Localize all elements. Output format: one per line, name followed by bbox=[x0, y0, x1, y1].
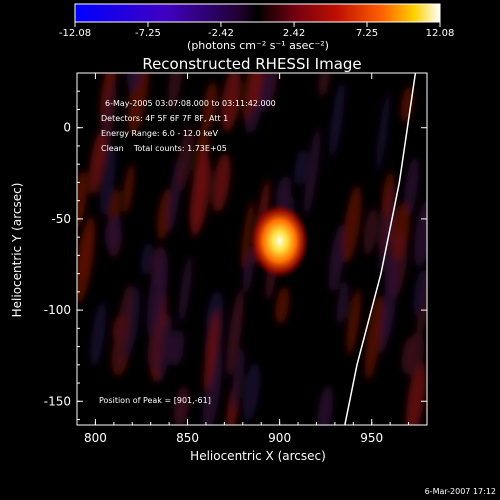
colorbar-tick-label: -2.42 bbox=[208, 28, 234, 39]
sidelobe-blob bbox=[105, 214, 122, 251]
sidelobe-blob bbox=[177, 125, 194, 192]
sidelobe-blob bbox=[231, 347, 245, 409]
sidelobe-blob bbox=[318, 73, 331, 98]
x-axis-ticks: 800 850 900 950 bbox=[84, 73, 410, 445]
x-tick-label: 800 bbox=[84, 431, 107, 445]
sidelobe-blob bbox=[243, 247, 255, 294]
colorbar-tick-label: 2.42 bbox=[283, 28, 305, 39]
sidelobe-blob bbox=[416, 268, 427, 341]
y-axis-label: Heliocentric Y (arcsec) bbox=[10, 183, 24, 318]
x-tick-label: 950 bbox=[360, 431, 383, 445]
sidelobe-blob bbox=[90, 301, 106, 367]
colorbar-tick-label: 7.25 bbox=[356, 28, 378, 39]
sidelobe-blob bbox=[122, 163, 135, 215]
sidelobe-blob bbox=[241, 200, 254, 269]
sidelobe-blob bbox=[243, 362, 261, 422]
sidelobe-blob bbox=[114, 283, 134, 373]
colorbar-tick-label: -7.25 bbox=[135, 28, 161, 39]
sidelobe-blob bbox=[221, 73, 241, 132]
sidelobe-blob bbox=[414, 200, 427, 267]
sidelobe-blob bbox=[328, 224, 346, 293]
sidelobe-blob bbox=[147, 250, 168, 339]
sidelobe-blob bbox=[203, 311, 219, 391]
y-tick-label: -100 bbox=[44, 303, 71, 317]
annotation-detectors: Detectors: 4F 5F 6F 7F 8F, Att 1 bbox=[101, 114, 228, 123]
sidelobe-blob bbox=[413, 269, 426, 316]
solar-limb bbox=[344, 73, 417, 425]
colorbar-ticks: -12.08 -7.25 -2.42 2.42 7.25 12.08 bbox=[59, 22, 454, 39]
sidelobe-blob bbox=[100, 73, 113, 122]
plot-area: 800 850 900 950 0 -50 -100 -150 6-May-2005 03:… bbox=[44, 72, 428, 445]
sidelobe-blob bbox=[337, 280, 349, 326]
sidelobe-blob bbox=[317, 385, 333, 425]
y-tick-label: -150 bbox=[44, 394, 71, 408]
sidelobe-blob bbox=[202, 81, 218, 128]
y-axis-ticks: 0 -50 -100 -150 bbox=[44, 90, 427, 421]
colorbar-tick-label: -12.08 bbox=[59, 28, 91, 39]
sidelobe-blob bbox=[226, 289, 244, 377]
sidelobe-blob bbox=[202, 350, 222, 425]
sidelobe-blob bbox=[79, 215, 95, 281]
footer-timestamp: 6-Mar-2007 17:12 bbox=[425, 487, 496, 496]
colorbar-gradient bbox=[74, 3, 441, 23]
sidelobe-blob bbox=[363, 207, 378, 256]
sidelobe-blob bbox=[376, 90, 390, 173]
sidelobe-blob bbox=[189, 155, 211, 236]
sidelobe-blob bbox=[141, 242, 154, 276]
sidelobe-blob bbox=[99, 144, 116, 217]
annotation-time: 6-May-2005 03:07:08.000 to 03:11:42.000 bbox=[105, 99, 276, 108]
sidelobe-blob bbox=[391, 202, 410, 261]
sidelobe-blob bbox=[259, 73, 274, 113]
sidelobe-blob bbox=[381, 171, 395, 218]
sidelobe-blob bbox=[275, 287, 290, 325]
colorbar-label: (photons cm⁻² s⁻¹ asec⁻²) bbox=[187, 39, 329, 52]
sidelobe-blob bbox=[304, 126, 321, 217]
sidelobe-blob bbox=[380, 271, 397, 348]
sidelobe-blob bbox=[384, 252, 396, 294]
x-tick-label: 850 bbox=[176, 431, 199, 445]
chart-title: Reconstructed RHESSI Image bbox=[142, 55, 361, 73]
sidelobe-blob bbox=[212, 153, 231, 213]
annotation-energy: Energy Range: 6.0 - 12.0 keV bbox=[101, 129, 218, 138]
sidelobe-blob bbox=[157, 313, 173, 383]
annotation-peak: Position of Peak = [901,-61] bbox=[99, 396, 211, 405]
y-tick-label: -50 bbox=[51, 212, 71, 226]
colorbar-tick-label: 12.08 bbox=[426, 28, 455, 39]
plot-frame bbox=[76, 72, 428, 426]
sidelobe-blob bbox=[403, 156, 419, 218]
x-tick-label: 900 bbox=[268, 431, 291, 445]
annotation-clean: Clean Total counts: 1.73E+05 bbox=[101, 144, 227, 153]
sidelobe-blob bbox=[405, 331, 425, 377]
sidelobe-blob bbox=[294, 149, 307, 186]
colorbar: -12.08 -7.25 -2.42 2.42 7.25 12.08 (photons c… bbox=[59, 3, 454, 52]
y-tick-label: 0 bbox=[63, 121, 71, 135]
sidelobe-blob bbox=[364, 294, 384, 381]
sidelobe-blob bbox=[168, 329, 185, 367]
sidelobe-blob bbox=[174, 386, 190, 425]
sidelobe-blob bbox=[406, 361, 426, 425]
x-axis-label: Heliocentric X (arcsec) bbox=[190, 449, 326, 463]
sidelobe-blob bbox=[329, 80, 345, 159]
sidelobe-blob bbox=[147, 325, 164, 370]
sidelobe-blob bbox=[77, 170, 88, 229]
sidelobe-blob bbox=[342, 185, 362, 263]
flare-source bbox=[249, 202, 310, 279]
sidelobe-blob bbox=[128, 73, 150, 136]
sidelobe-blob bbox=[89, 131, 105, 196]
sidelobe-blob bbox=[178, 255, 192, 325]
sidelobe-blob bbox=[346, 288, 361, 356]
